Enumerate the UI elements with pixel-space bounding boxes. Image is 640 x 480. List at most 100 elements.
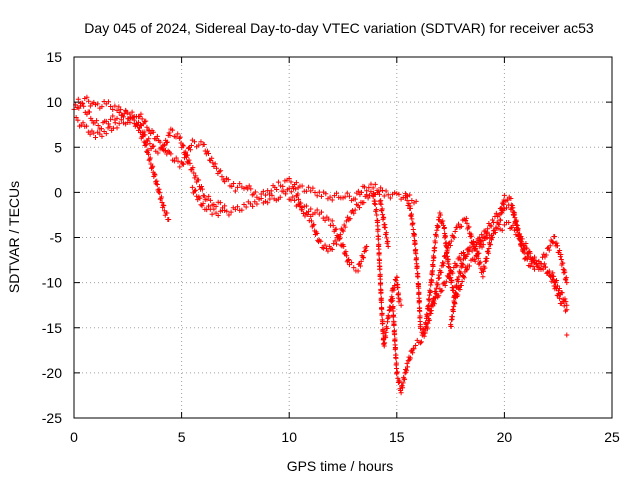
data-point: [475, 251, 481, 257]
data-point: [433, 233, 439, 239]
data-point: [495, 221, 501, 227]
data-point: [391, 312, 397, 318]
data-point: [429, 278, 435, 284]
data-point: [351, 210, 357, 216]
data-point: [123, 108, 129, 114]
data-point: [377, 266, 383, 272]
data-point: [551, 273, 557, 279]
data-point: [400, 385, 406, 391]
data-point: [501, 192, 507, 198]
data-point: [416, 285, 422, 291]
data-point: [87, 131, 93, 137]
data-point: [425, 320, 431, 326]
data-point: [554, 240, 560, 246]
data-point: [397, 297, 403, 303]
data-point: [454, 262, 460, 268]
data-point: [118, 107, 124, 113]
data-point: [314, 193, 320, 199]
data-point: [530, 264, 536, 270]
data-point: [392, 332, 398, 338]
data-point: [147, 141, 153, 147]
data-point: [118, 117, 124, 123]
data-point: [193, 187, 199, 193]
data-point: [550, 270, 556, 276]
data-point: [394, 366, 400, 372]
data-point: [416, 289, 422, 295]
data-point: [175, 131, 181, 137]
data-point: [511, 209, 517, 215]
data-point: [396, 191, 402, 197]
data-point: [130, 114, 136, 120]
data-point: [414, 264, 420, 270]
x-tick-label: 0: [70, 429, 78, 445]
data-point: [94, 118, 100, 124]
data-point: [504, 205, 510, 211]
data-point: [480, 274, 486, 280]
data-point: [433, 285, 439, 291]
data-point: [455, 279, 461, 285]
data-point: [127, 119, 133, 125]
data-point: [373, 207, 379, 213]
data-point: [141, 129, 147, 135]
data-point: [318, 193, 324, 199]
data-point: [324, 246, 330, 252]
data-point: [147, 156, 153, 162]
data-point: [337, 235, 343, 241]
data-point: [306, 184, 312, 190]
data-point: [426, 317, 432, 323]
data-point: [362, 184, 368, 190]
data-point: [410, 350, 416, 356]
data-point: [501, 201, 507, 207]
data-point: [225, 177, 231, 183]
data-point: [154, 178, 160, 184]
data-point: [333, 226, 339, 232]
data-point: [361, 255, 367, 261]
data-point: [173, 155, 179, 161]
data-point: [512, 212, 518, 218]
data-point: [325, 248, 331, 254]
data-point: [461, 250, 467, 256]
data-point: [379, 206, 385, 212]
data-point: [393, 278, 399, 284]
data-point: [311, 222, 317, 228]
data-point: [190, 165, 196, 171]
data-point: [418, 339, 424, 345]
data-point: [380, 212, 386, 218]
y-tick-label: 10: [46, 94, 62, 110]
data-point: [158, 194, 164, 200]
data-point: [451, 235, 457, 241]
data-point: [231, 180, 237, 186]
data-point: [480, 268, 486, 274]
data-point: [421, 333, 427, 339]
data-point: [308, 188, 314, 194]
data-point: [103, 131, 109, 137]
data-point: [358, 258, 364, 264]
data-point: [498, 217, 504, 223]
data-point: [538, 261, 544, 267]
data-point: [403, 193, 409, 199]
data-point: [187, 160, 193, 166]
data-point: [248, 186, 254, 192]
data-point: [84, 94, 90, 100]
data-point: [380, 326, 386, 332]
data-point: [384, 325, 390, 331]
data-point: [417, 313, 423, 319]
data-point: [429, 268, 435, 274]
data-point: [372, 181, 378, 187]
data-point: [196, 142, 202, 148]
data-point: [145, 147, 151, 153]
data-point: [293, 180, 299, 186]
data-point: [477, 238, 483, 244]
data-point: [125, 116, 131, 122]
data-point: [206, 150, 211, 156]
data-point: [508, 195, 514, 201]
data-point: [305, 211, 311, 217]
data-point: [532, 266, 538, 272]
data-point: [361, 200, 367, 206]
data-point: [435, 282, 441, 288]
data-point: [378, 289, 384, 295]
data-point: [368, 189, 374, 195]
data-point: [439, 287, 445, 293]
data-point: [443, 250, 449, 256]
data-point: [455, 221, 461, 227]
